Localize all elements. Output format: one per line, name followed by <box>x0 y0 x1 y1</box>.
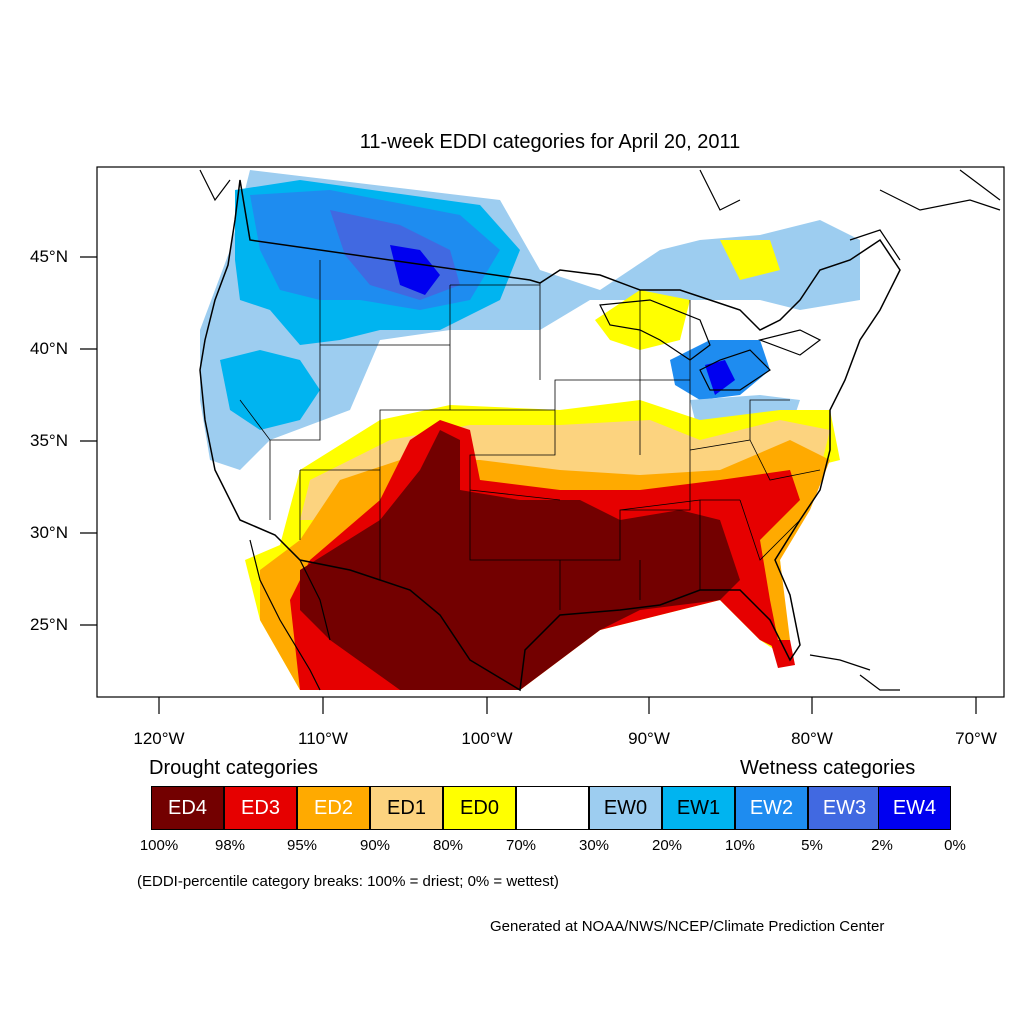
lon-tick-120: 120°W <box>133 729 185 748</box>
legend-break: 2% <box>871 837 893 854</box>
lon-tick-90: 90°W <box>628 729 670 748</box>
lat-tick-40: 40°N <box>30 339 68 358</box>
legend-break: 20% <box>651 837 683 854</box>
lon-tick-80: 80°W <box>791 729 833 748</box>
credit-line: Generated at NOAA/NWS/NCEP/Climate Predi… <box>490 918 885 935</box>
baja-peninsula <box>249 539 331 691</box>
ed3-florida-tip <box>770 640 795 668</box>
ed0-northeast-patches <box>720 240 780 280</box>
legend-swatch-ed1: ED1 <box>370 786 443 830</box>
legend-label-ew0: EW0 <box>603 796 648 819</box>
us-outline <box>199 179 901 692</box>
legend-label-ew2: EW2 <box>749 796 794 819</box>
axis-ticks <box>80 256 977 714</box>
legend-swatch-ed3: ED3 <box>224 786 297 830</box>
legend-label-ed0: ED0 <box>460 796 499 819</box>
map-title: 11-week EDDI categories for April 20, 20… <box>359 131 741 153</box>
legend-swatch-neutral <box>516 786 589 830</box>
caribbean-islands <box>809 654 900 691</box>
legend-label-ew3: EW3 <box>822 796 867 819</box>
coastline-north <box>199 169 1001 261</box>
ed0-upper-midwest <box>595 290 690 350</box>
ew4-montana-core <box>390 245 440 295</box>
legend-label-ew1: EW1 <box>676 796 721 819</box>
legend-swatch-ew3: EW3 <box>808 786 881 830</box>
legend-break: 70% <box>505 837 537 854</box>
legend-swatch-ew1: EW1 <box>662 786 735 830</box>
ew4-great-lakes-core <box>705 360 735 395</box>
wetness-heading: Wetness categories <box>740 757 916 779</box>
legend-label-ed2: ED2 <box>314 796 353 819</box>
legend-swatch-ed4: ED4 <box>151 786 224 830</box>
map-frame <box>96 166 1005 698</box>
boundaries <box>199 169 1001 692</box>
legend-break: 0% <box>944 837 966 854</box>
legend-label-ew4: EW4 <box>892 796 937 819</box>
lat-tick-45: 45°N <box>30 247 68 266</box>
legend-swatch-ed2: ED2 <box>297 786 370 830</box>
legend-break: 100% <box>139 837 179 854</box>
legend-break: 5% <box>801 837 823 854</box>
legend-swatch-ew2: EW2 <box>735 786 808 830</box>
legend-break: 30% <box>578 837 610 854</box>
lat-tick-30: 30°N <box>30 523 68 542</box>
great-lakes <box>599 299 822 391</box>
legend-label-ed4: ED4 <box>168 796 207 819</box>
legend-swatch-ew4: EW4 <box>878 786 951 830</box>
lon-tick-100: 100°W <box>461 729 513 748</box>
legend-break: 90% <box>359 837 391 854</box>
lon-tick-70: 70°W <box>955 729 997 748</box>
lat-tick-25: 25°N <box>30 615 68 634</box>
legend-swatch-ed0: ED0 <box>443 786 516 830</box>
lat-tick-35: 35°N <box>30 431 68 450</box>
ew1-great-basin-region <box>220 350 320 430</box>
category-breaks-note: (EDDI-percentile category breaks: 100% =… <box>137 873 559 890</box>
legend-break: 80% <box>432 837 464 854</box>
legend-swatch-ew0: EW0 <box>589 786 662 830</box>
state-lines <box>239 260 821 610</box>
drought-heading: Drought categories <box>149 757 318 779</box>
legend-break: 98% <box>214 837 246 854</box>
legend-break: 95% <box>286 837 318 854</box>
legend-label-ed1: ED1 <box>387 796 426 819</box>
category-fields <box>200 170 860 690</box>
legend-break: 10% <box>724 837 756 854</box>
lon-tick-110: 110°W <box>298 729 348 748</box>
legend-label-ed3: ED3 <box>241 796 280 819</box>
